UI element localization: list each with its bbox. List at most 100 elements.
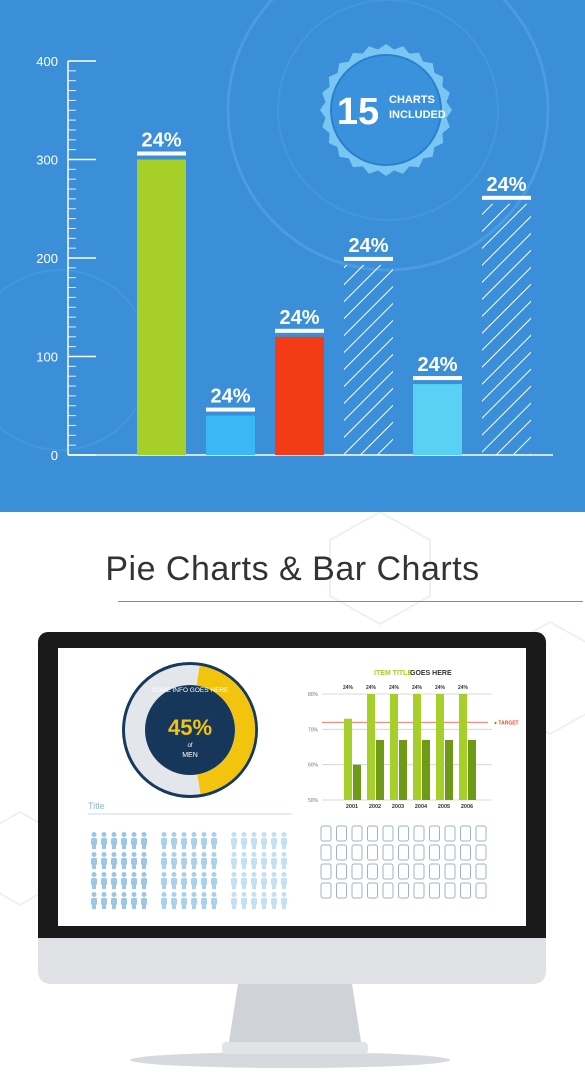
person-icon [171, 892, 177, 909]
bar-cap [206, 407, 255, 412]
phone-icon [351, 882, 363, 899]
monitor-screen [58, 648, 526, 926]
bar [413, 384, 462, 455]
phone-icon [444, 882, 456, 899]
phone-icon [336, 825, 347, 842]
person-icon [251, 832, 257, 849]
person-icon [201, 832, 207, 849]
person-icon [241, 852, 247, 869]
phone-icon [460, 825, 471, 842]
bar [137, 159, 186, 455]
bar-data-label: 24% [141, 130, 181, 152]
person-icon [201, 892, 207, 909]
bar-data-label: 24% [279, 307, 319, 329]
bar [482, 203, 531, 455]
bar-cap [344, 256, 393, 261]
mini-bar-b [399, 739, 407, 800]
person-icon [171, 852, 177, 869]
donut-percent: 45% [168, 715, 212, 740]
person-icon [251, 872, 257, 889]
phone-icon [429, 863, 440, 880]
phone-icon [413, 882, 425, 899]
mini-year-label: 2006 [461, 804, 473, 810]
phone-icon [367, 844, 378, 861]
y-tick-label: 100 [36, 350, 58, 365]
person-icon [251, 852, 257, 869]
person-icon [111, 892, 117, 909]
person-icon [101, 852, 107, 869]
person-icon [101, 832, 107, 849]
bar [344, 264, 393, 455]
monitor-chin [38, 938, 546, 984]
panel-title: Title [88, 801, 105, 811]
person-icon [91, 892, 97, 909]
mini-year-label: 2001 [346, 804, 358, 810]
mini-bar-a [344, 718, 352, 800]
phone-icon [336, 863, 347, 880]
hexagon-decor [329, 512, 431, 626]
person-icon [231, 892, 237, 909]
heading-divider [118, 601, 583, 602]
person-icon [261, 872, 267, 889]
phone-icon [429, 825, 440, 842]
person-icon [131, 832, 137, 849]
person-icon [171, 872, 177, 889]
monitor-base [222, 1042, 368, 1054]
person-icon [161, 872, 167, 889]
person-icon [181, 892, 187, 909]
person-icon [161, 892, 167, 909]
person-icon [101, 892, 107, 909]
mini-year-label: 2003 [392, 804, 404, 810]
monitor-shadow [130, 1052, 450, 1068]
phone-icon [351, 825, 363, 842]
phone-icon [429, 882, 440, 899]
person-icon [181, 852, 187, 869]
monitor-section: Pie Charts & Bar Charts SOME INFO GOES H… [0, 512, 585, 1073]
bar-chart-panel: 0 100 200 300 400 24% 24% 24% 24% 24% 24% 15 CHAR… [0, 0, 585, 512]
person-icon [131, 852, 137, 869]
person-icon [191, 892, 197, 909]
phone-icon [413, 844, 425, 861]
phone-icon [382, 844, 394, 861]
phone-icon [413, 863, 425, 880]
phone-icon [382, 863, 394, 880]
person-icon [141, 872, 147, 889]
phone-icon [336, 844, 347, 861]
mini-title-a: ITEM TITLE [374, 670, 412, 677]
phone-icon [460, 882, 471, 899]
bar-data-label: 24% [348, 235, 388, 257]
person-icon [231, 852, 237, 869]
phone-icon [460, 844, 471, 861]
person-icon [111, 872, 117, 889]
phone-icon [351, 863, 363, 880]
mini-bar-a [367, 694, 375, 800]
mini-y-tick: 60% [308, 763, 319, 769]
person-icon [141, 852, 147, 869]
phone-icon [413, 825, 425, 842]
person-icon [121, 892, 127, 909]
phone-icon [460, 863, 471, 880]
person-icon [281, 832, 287, 849]
mini-y-tick: 70% [308, 727, 319, 733]
person-icon [131, 872, 137, 889]
phone-icon [398, 882, 409, 899]
person-icon [241, 892, 247, 909]
mini-y-tick: 50% [308, 798, 319, 804]
monitor-illustration: SOME INFO GOES HERE 45% of MEN ITEM TITL… [38, 632, 546, 1068]
mini-bar-b [353, 764, 361, 800]
person-icon [281, 892, 287, 909]
badge-line-1: CHARTS [389, 94, 435, 106]
phone-icon [351, 844, 363, 861]
phone-icon [475, 882, 487, 899]
donut-center [146, 686, 234, 774]
person-icon [231, 872, 237, 889]
donut-top-text: SOME INFO GOES HERE [152, 687, 230, 694]
bar [206, 415, 255, 455]
mini-year-label: 2002 [369, 804, 381, 810]
person-icon [271, 872, 277, 889]
person-icon [91, 852, 97, 869]
phone-icon [398, 844, 409, 861]
person-icon [121, 832, 127, 849]
phone-icon [444, 863, 456, 880]
person-icon [271, 832, 277, 849]
